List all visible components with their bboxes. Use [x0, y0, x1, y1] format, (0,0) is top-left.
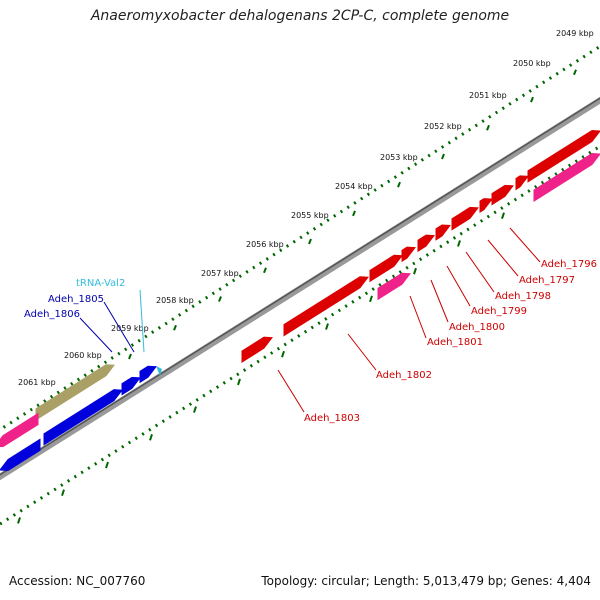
reverse-strand-features [0, 364, 162, 471]
pseudo-gene [377, 272, 411, 301]
kbp-tick-label: 2061 kbp [18, 378, 56, 387]
cds-forward-arrow [417, 234, 435, 253]
kbp-tick-mark [218, 296, 222, 302]
cds-forward-arrow [451, 206, 479, 231]
inner-tick-mark [237, 378, 241, 386]
gene-label: Adeh_1800 [449, 322, 505, 333]
gene-label: Adeh_1802 [376, 370, 432, 381]
kbp-tick-label: 2051 kbp [469, 91, 507, 100]
kbp-tick-mark [308, 238, 312, 245]
kbp-tick-label: 2054 kbp [335, 182, 373, 191]
reverse-gene-labels: tRNA-Val2 Adeh_1805 Adeh_1806 [24, 278, 145, 353]
kbp-tick-mark [128, 353, 132, 360]
accession-text: Accession: NC_007760 [9, 574, 146, 588]
inner-ruler [0, 144, 600, 526]
kbp-tick-label: 2059 kbp [111, 324, 149, 333]
cds-forward-arrow [369, 254, 403, 283]
inner-tick-mark [413, 267, 417, 275]
inner-tick-mark [325, 323, 329, 330]
inner-tick-mark [193, 406, 197, 413]
kbp-tick-mark [263, 267, 267, 274]
summary-text: Topology: circular; Length: 5,013,479 bp… [261, 574, 591, 588]
inner-tick-mark [501, 212, 505, 220]
label-leader [139, 289, 145, 353]
gene-label: Adeh_1805 [48, 294, 104, 305]
label-leader [446, 265, 471, 307]
kbp-tick-mark [486, 124, 490, 131]
kbp-tick-label: 2052 kbp [424, 122, 462, 131]
kbp-tick-label: 2053 kbp [380, 153, 418, 162]
pseudo-gene [0, 412, 39, 448]
inner-tick-mark [281, 350, 285, 358]
cds-reverse-arrow [139, 365, 157, 384]
cds-forward-arrow [515, 175, 529, 191]
gene-label: Adeh_1797 [519, 275, 575, 286]
forward-strand-features [241, 130, 600, 363]
gene-label: tRNA-Val2 [76, 278, 125, 289]
kbp-tick-mark [530, 96, 534, 103]
gene-label: Adeh_1803 [304, 413, 360, 424]
inner-tick-mark [149, 433, 153, 441]
cds-reverse-arrow [0, 438, 41, 471]
kbp-ticks: 2049 kbp 2050 kbp 2051 kbp 2052 kbp 2053 kbp… [18, 29, 594, 419]
map-title: Anaeromyxobacter dehalogenans 2CP-C, com… [90, 8, 510, 24]
cds-forward-arrow [241, 336, 273, 363]
label-leader [79, 317, 113, 353]
cds-forward-arrow [479, 198, 493, 214]
pseudo-gene [533, 153, 600, 202]
cds-forward-arrow [491, 184, 514, 206]
inner-tick-mark [61, 489, 65, 497]
gene-label: Adeh_1798 [495, 291, 551, 302]
label-leader [509, 227, 541, 263]
inner-tick-mark [369, 295, 373, 303]
inner-tick-mark [105, 461, 109, 469]
kbp-tick-label: 2050 kbp [513, 59, 551, 68]
trna-feature [156, 366, 162, 376]
label-leader [277, 369, 305, 413]
kbp-tick-label: 2055 kbp [291, 211, 329, 220]
gene-label: Adeh_1801 [427, 337, 483, 348]
inner-tick-mark [457, 240, 461, 247]
label-leader [103, 301, 135, 353]
cds-reverse-arrow [43, 389, 123, 446]
cds-forward-arrow [527, 130, 600, 183]
label-leader [409, 295, 427, 339]
backbone [0, 96, 600, 481]
kbp-tick-label: 2057 kbp [201, 269, 239, 278]
label-leader [487, 239, 519, 277]
kbp-tick-mark [441, 153, 445, 160]
kbp-tick-label: 2056 kbp [246, 240, 284, 249]
kbp-tick-mark [352, 210, 356, 217]
gene-label: Adeh_1806 [24, 309, 80, 320]
kbp-tick-label: 2049 kbp [556, 29, 594, 38]
kbp-tick-mark [397, 181, 401, 188]
gene-label: Adeh_1796 [541, 259, 597, 270]
cds-reverse-arrow [121, 376, 141, 396]
cds-forward-arrow [435, 224, 451, 241]
kbp-tick-label: 2060 kbp [64, 351, 102, 360]
label-leader [430, 279, 449, 323]
label-leader [347, 333, 377, 371]
kbp-tick-label: 2058 kbp [156, 296, 194, 305]
cds-forward-arrow [401, 246, 416, 263]
inner-tick-mark [17, 517, 21, 524]
cds-forward-arrow [283, 276, 369, 337]
kbp-tick-mark [573, 69, 577, 76]
forward-gene-labels: Adeh_1796 Adeh_1797 Adeh_1798 Adeh_1799 Adeh… [277, 227, 597, 424]
kbp-tick-mark [173, 324, 177, 331]
gene-label: Adeh_1799 [471, 306, 527, 317]
label-leader [465, 251, 495, 293]
